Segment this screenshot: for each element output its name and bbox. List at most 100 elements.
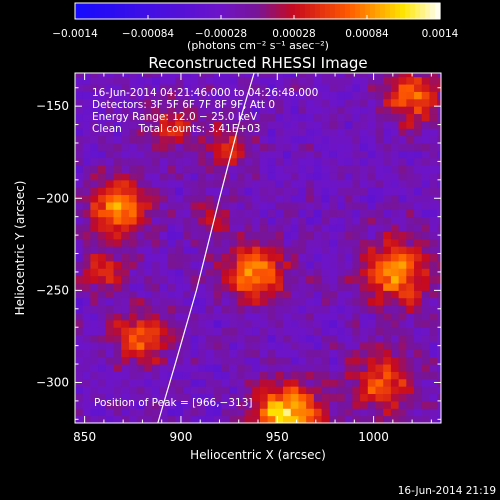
heatmap-pixel bbox=[329, 408, 338, 417]
heatmap-pixel bbox=[390, 143, 400, 151]
heatmap-pixel bbox=[190, 224, 199, 232]
colorbar-cell bbox=[395, 3, 401, 19]
heatmap-pixel bbox=[75, 371, 84, 380]
heatmap-pixel bbox=[313, 408, 323, 417]
heatmap-pixel bbox=[182, 305, 192, 313]
heatmap-pixel bbox=[128, 128, 138, 137]
heatmap-pixel bbox=[182, 143, 192, 151]
heatmap-pixel bbox=[321, 246, 330, 255]
heatmap-pixel bbox=[128, 290, 138, 299]
heatmap-pixel bbox=[121, 165, 130, 173]
heatmap-pixel bbox=[390, 319, 400, 328]
heatmap-pixel bbox=[360, 113, 369, 122]
heatmap-pixel bbox=[313, 327, 323, 336]
heatmap-pixel bbox=[390, 216, 400, 225]
heatmap-pixel bbox=[290, 415, 299, 423]
heatmap-pixel bbox=[221, 312, 230, 321]
heatmap-pixel bbox=[159, 238, 168, 247]
heatmap-pixel bbox=[98, 224, 107, 232]
heatmap-pixel bbox=[398, 238, 407, 247]
heatmap-pixel bbox=[383, 356, 392, 365]
heatmap-pixel bbox=[175, 400, 184, 409]
heatmap-pixel bbox=[136, 135, 145, 144]
heatmap-pixel bbox=[244, 400, 253, 409]
heatmap-pixel bbox=[98, 305, 107, 313]
heatmap-pixel bbox=[437, 201, 441, 210]
heatmap-pixel bbox=[390, 201, 400, 210]
heatmap-pixel bbox=[159, 172, 168, 181]
heatmap-pixel bbox=[90, 231, 99, 240]
heatmap-pixel bbox=[352, 194, 361, 203]
heatmap-pixel bbox=[406, 150, 415, 159]
heatmap-pixel bbox=[190, 327, 199, 336]
heatmap-pixel bbox=[159, 400, 168, 409]
heatmap-pixel bbox=[336, 400, 346, 409]
heatmap-pixel bbox=[306, 378, 315, 387]
heatmap-pixel bbox=[90, 187, 99, 196]
heatmap-pixel bbox=[313, 224, 323, 232]
heatmap-pixel bbox=[213, 91, 222, 100]
heatmap-pixel bbox=[252, 128, 261, 137]
heatmap-pixel bbox=[244, 341, 253, 350]
heatmap-pixel bbox=[105, 415, 115, 423]
heatmap-pixel bbox=[421, 91, 430, 100]
heatmap-pixel bbox=[414, 201, 423, 210]
heatmap-pixel bbox=[321, 400, 330, 409]
heatmap-pixel bbox=[198, 364, 207, 372]
heatmap-pixel bbox=[221, 305, 230, 313]
heatmap-pixel bbox=[205, 297, 215, 306]
heatmap-pixel bbox=[75, 135, 84, 144]
heatmap-pixel bbox=[121, 305, 130, 313]
heatmap-pixel bbox=[182, 238, 192, 247]
heatmap-pixel bbox=[205, 76, 215, 85]
heatmap-pixel bbox=[283, 165, 292, 173]
heatmap-pixel bbox=[252, 290, 261, 299]
heatmap-pixel bbox=[421, 268, 430, 277]
heatmap-pixel bbox=[121, 238, 130, 247]
heatmap-pixel bbox=[375, 113, 384, 122]
heatmap-pixel bbox=[159, 246, 168, 255]
heatmap-pixel bbox=[205, 238, 215, 247]
heatmap-pixel bbox=[398, 378, 407, 387]
heatmap-pixel bbox=[121, 253, 130, 262]
heatmap-pixel bbox=[398, 224, 407, 232]
heatmap-pixel bbox=[367, 76, 377, 85]
heatmap-pixel bbox=[90, 165, 99, 173]
heatmap-pixel bbox=[290, 91, 299, 100]
heatmap-pixel bbox=[213, 187, 222, 196]
heatmap-pixel bbox=[236, 290, 246, 299]
heatmap-pixel bbox=[167, 253, 176, 262]
heatmap-pixel bbox=[375, 415, 384, 423]
heatmap-pixel bbox=[336, 408, 346, 417]
colorbar-cell bbox=[170, 3, 176, 19]
heatmap-pixel bbox=[375, 143, 384, 151]
heatmap-pixel bbox=[213, 253, 222, 262]
heatmap-pixel bbox=[306, 187, 315, 196]
colorbar-cell bbox=[195, 3, 201, 19]
heatmap-pixel bbox=[152, 371, 161, 380]
heatmap-pixel bbox=[290, 73, 299, 78]
heatmap-pixel bbox=[182, 179, 192, 188]
heatmap-pixel bbox=[336, 172, 346, 181]
colorbar-cell bbox=[245, 3, 251, 19]
heatmap-pixel bbox=[336, 157, 346, 166]
heatmap-pixel bbox=[375, 98, 384, 107]
heatmap-pixel bbox=[398, 283, 407, 291]
heatmap-pixel bbox=[283, 238, 292, 247]
heatmap-pixel bbox=[306, 246, 315, 255]
heatmap-pixel bbox=[205, 165, 215, 173]
heatmap-pixel bbox=[229, 157, 238, 166]
heatmap-pixel bbox=[259, 84, 269, 92]
heatmap-pixel bbox=[283, 91, 292, 100]
heatmap-pixel bbox=[121, 349, 130, 358]
heatmap-pixel bbox=[175, 327, 184, 336]
heatmap-pixel bbox=[113, 231, 122, 240]
heatmap-pixel bbox=[390, 128, 400, 137]
heatmap-pixel bbox=[290, 327, 299, 336]
heatmap-pixel bbox=[167, 415, 176, 423]
heatmap-pixel bbox=[182, 194, 192, 203]
heatmap-pixel bbox=[236, 400, 246, 409]
heatmap-pixel bbox=[259, 224, 269, 232]
heatmap-pixel bbox=[213, 216, 222, 225]
heatmap-pixel bbox=[360, 209, 369, 218]
